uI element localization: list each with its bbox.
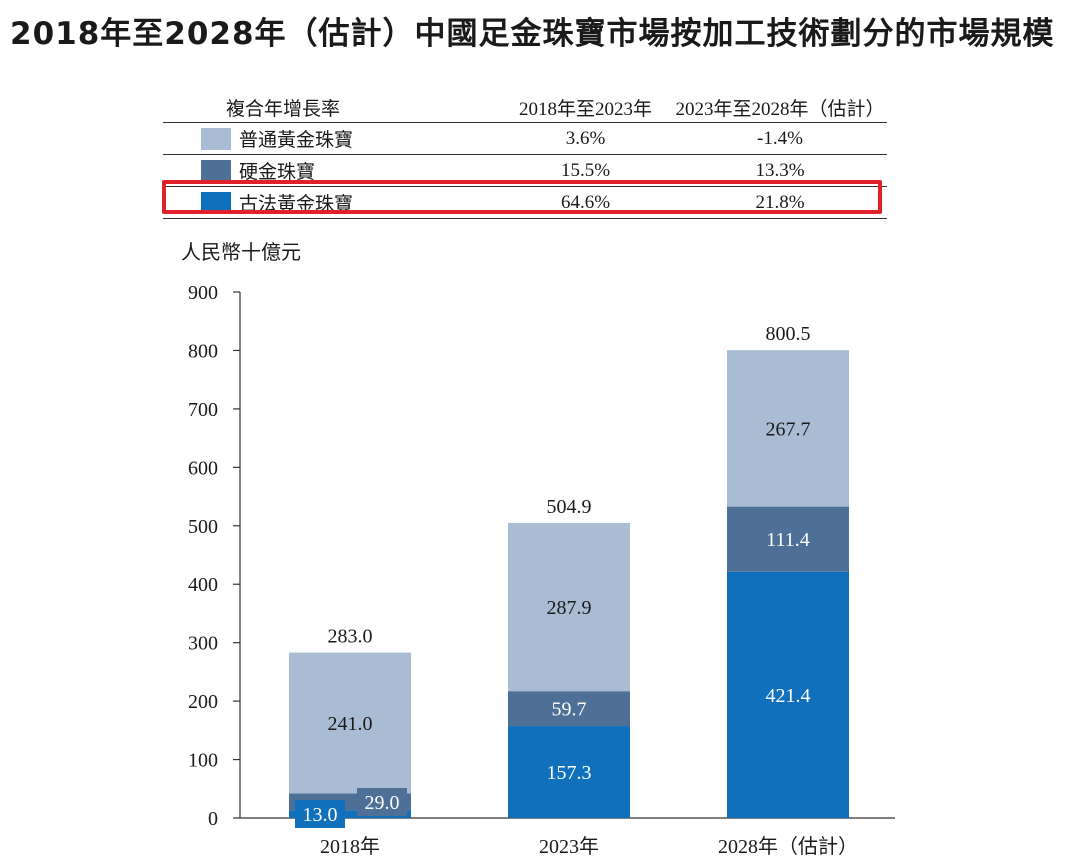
bar-segment bbox=[508, 726, 630, 818]
cagr-header-label: 複合年增長率 bbox=[225, 98, 340, 120]
total-label: 283.0 bbox=[328, 626, 373, 648]
data-label: 157.3 bbox=[547, 762, 592, 784]
data-label: 29.0 bbox=[365, 792, 400, 814]
callout-box bbox=[295, 800, 345, 828]
cagr-value: 21.8% bbox=[755, 191, 805, 213]
page-title: 2018年至2028年（估計）中國足金珠寶市場按加工技術劃分的市場規模 bbox=[10, 16, 1055, 52]
data-label: 421.4 bbox=[766, 685, 811, 707]
cagr-row-regular: 普通黃金珠寶 3.6% -1.4% bbox=[163, 122, 887, 154]
cagr-table: 複合年增長率 2018年至2023年 2023年至2028年（估計） 普通黃金珠… bbox=[163, 92, 887, 219]
y-tick-label: 400 bbox=[188, 574, 218, 596]
highlight-box bbox=[162, 180, 882, 214]
cagr-value: 15.5% bbox=[560, 159, 611, 181]
cagr-row-ancient-method: 古法黃金珠寶 64.6% 21.8% bbox=[163, 186, 887, 219]
legend-swatch-regular bbox=[201, 127, 231, 150]
data-label: 13.0 bbox=[303, 804, 338, 826]
data-label: 241.0 bbox=[328, 713, 373, 735]
bar-segment bbox=[508, 522, 630, 692]
cagr-header-period1: 2018年至2023年 bbox=[518, 98, 652, 120]
y-tick-label: 800 bbox=[188, 340, 218, 362]
cagr-header-row: 複合年增長率 2018年至2023年 2023年至2028年（估計） bbox=[163, 92, 887, 122]
x-tick-label: 2023年 bbox=[539, 835, 599, 858]
bar-segment bbox=[727, 571, 849, 818]
cagr-value: 13.3% bbox=[755, 159, 805, 181]
x-tick-label: 2028年（估計） bbox=[718, 835, 858, 858]
bar-segment bbox=[508, 691, 630, 727]
legend-label-ancient-method: 古法黃金珠寶 bbox=[239, 194, 354, 215]
y-tick-label: 500 bbox=[188, 516, 218, 538]
total-label: 800.5 bbox=[766, 323, 811, 345]
bar-segment bbox=[289, 652, 411, 794]
legend-label-regular: 普通黃金珠寶 bbox=[239, 130, 354, 151]
cagr-value: -1.4% bbox=[757, 127, 803, 149]
bar-segment bbox=[727, 350, 849, 507]
y-axis-unit-label: 人民幣十億元 bbox=[181, 242, 301, 264]
y-tick-label: 100 bbox=[188, 750, 218, 772]
data-label: 267.7 bbox=[766, 418, 811, 440]
y-tick-label: 0 bbox=[208, 808, 218, 830]
cagr-value: 64.6% bbox=[560, 191, 611, 213]
data-label: 111.4 bbox=[766, 529, 810, 551]
legend-swatch-ancient-method bbox=[201, 191, 231, 214]
y-tick-label: 900 bbox=[188, 282, 218, 304]
y-tick-label: 700 bbox=[188, 399, 218, 421]
callout-box bbox=[357, 788, 407, 816]
y-tick-label: 600 bbox=[188, 457, 218, 479]
y-tick-label: 300 bbox=[188, 633, 218, 655]
legend-label-hard-gold: 硬金珠寶 bbox=[239, 162, 316, 183]
cagr-row-hard-gold: 硬金珠寶 15.5% 13.3% bbox=[163, 154, 887, 186]
y-tick-label: 200 bbox=[188, 691, 218, 713]
cagr-value: 3.6% bbox=[565, 127, 606, 149]
data-label: 59.7 bbox=[552, 699, 587, 721]
bar-segment bbox=[289, 810, 411, 818]
total-label: 504.9 bbox=[547, 496, 592, 518]
cagr-header-period2: 2023年至2028年（估計） bbox=[675, 98, 885, 120]
legend-swatch-hard-gold bbox=[201, 159, 231, 182]
bar-segment bbox=[727, 506, 849, 572]
data-label: 287.9 bbox=[547, 597, 592, 619]
x-tick-label: 2018年 bbox=[320, 835, 380, 858]
